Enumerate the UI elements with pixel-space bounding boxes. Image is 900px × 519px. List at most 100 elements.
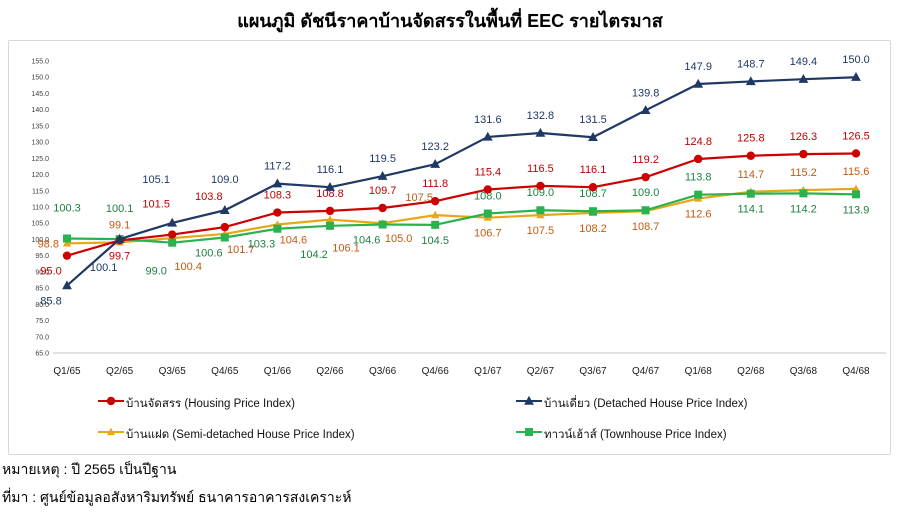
data-label-detached: 116.1	[317, 164, 344, 176]
x-axis-tick-label: Q1/67	[474, 366, 502, 377]
data-label-semi_detached: 108.2	[579, 223, 607, 235]
data-label-townhouse: 104.5	[421, 235, 449, 247]
data-label-detached: 149.4	[790, 56, 818, 68]
chart-container: 155.0 150.0 145.0 140.0 135.0 130.0 125.0 120.0…	[8, 40, 891, 455]
y-axis-tick-label: 145.0	[31, 91, 49, 98]
x-axis-tick-label: Q3/68	[790, 366, 818, 377]
semi-detached-series-marker-icon	[98, 427, 124, 441]
y-axis-tick-label: 135.0	[31, 123, 49, 130]
y-axis-tick-label: 65.0	[35, 351, 49, 358]
data-label-townhouse: 108.7	[579, 188, 607, 200]
marker-housing	[378, 203, 387, 213]
footnote-source: ที่มา : ศูนย์ข้อมูลอสังหาริมทรัพย์ ธนาคา…	[2, 489, 352, 505]
x-axis-tick-label: Q2/68	[737, 366, 765, 377]
line-semi_detached	[65, 187, 858, 245]
marker-townhouse	[746, 189, 755, 198]
data-label-semi_detached: 115.2	[790, 167, 817, 179]
legend-item-detached: บ้านเดี่ยว (Detached House Price Index)	[516, 395, 747, 413]
x-axis-tick-label: Q3/66	[369, 366, 397, 377]
marker-housing	[325, 206, 335, 216]
data-label-detached: 117.2	[264, 161, 291, 173]
marker-detached	[167, 217, 178, 227]
marker-detached	[62, 280, 72, 290]
data-label-detached: 109.0	[211, 174, 239, 186]
marker-townhouse	[799, 189, 808, 198]
data-label-housing: 111.8	[422, 178, 448, 190]
data-label-housing: 116.5	[527, 163, 554, 175]
data-label-townhouse: 99.0	[145, 266, 166, 278]
y-axis-tick-label: 85.0	[35, 286, 49, 293]
marker-detached	[325, 182, 335, 191]
marker-townhouse	[694, 190, 703, 199]
marker-townhouse	[220, 233, 229, 242]
chart-title: แผนภูมิ ดัชนีราคาบ้านจัดสรรในพื้นที่ EEC…	[237, 11, 663, 31]
data-label-detached: 105.1	[142, 174, 170, 186]
marker-detached	[482, 131, 493, 141]
marker-townhouse	[378, 220, 387, 229]
y-axis-tick-label: 155.0	[31, 59, 49, 66]
marker-detached	[588, 132, 598, 141]
data-label-detached: 132.8	[527, 110, 555, 122]
y-axis-tick-label: 80.0	[35, 302, 49, 309]
data-label-semi_detached: 100.4	[174, 261, 202, 273]
x-axis-tick-label: Q4/68	[842, 366, 870, 377]
line-detached	[65, 76, 858, 287]
data-label-townhouse: 104.6	[353, 235, 381, 247]
data-label-townhouse: 100.1	[106, 203, 134, 215]
data-label-detached: 119.5	[369, 153, 396, 165]
data-label-townhouse: 108.0	[474, 190, 502, 202]
y-axis-tick-label: 140.0	[31, 107, 49, 114]
marker-townhouse	[536, 206, 545, 215]
x-axis-tick-label: Q4/66	[422, 366, 450, 377]
data-label-housing: 125.8	[737, 133, 765, 145]
x-axis-tick-label: Q2/65	[106, 366, 134, 377]
data-label-townhouse: 113.9	[843, 204, 870, 216]
data-label-townhouse: 109.0	[527, 187, 555, 199]
data-label-housing: 119.2	[632, 154, 659, 166]
marker-townhouse	[273, 224, 282, 233]
marker-housing	[694, 154, 703, 164]
data-label-semi_detached: 105.0	[385, 233, 413, 245]
data-label-semi_detached: 108.7	[632, 221, 660, 233]
y-axis-tick-label: 105.0	[31, 221, 49, 228]
marker-townhouse	[326, 221, 334, 230]
marker-housing	[168, 230, 177, 239]
x-axis-tick-label: Q1/68	[685, 366, 713, 377]
data-label-semi_detached: 99.1	[109, 219, 130, 231]
data-label-detached: 139.8	[632, 87, 660, 99]
x-axis-tick-label: Q1/66	[264, 366, 292, 377]
data-label-semi_detached: 101.7	[227, 244, 255, 256]
marker-housing	[799, 149, 808, 159]
data-label-housing: 99.7	[109, 250, 130, 262]
x-axis-tick-label: Q3/65	[159, 366, 187, 377]
data-label-detached: 123.2	[421, 141, 449, 153]
x-axis-tick-label: Q2/67	[527, 366, 555, 377]
marker-detached	[377, 170, 388, 180]
y-axis-tick-label: 90.0	[35, 269, 49, 276]
x-axis-tick-label: Q2/66	[316, 366, 344, 377]
y-axis-tick-label: 95.0	[35, 253, 49, 260]
y-axis-tick-label: 110.0	[32, 205, 49, 212]
data-label-housing: 109.7	[369, 185, 397, 197]
legend-label-housing: บ้านจัดสรร (Housing Price Index)	[126, 398, 295, 410]
y-axis-tick-label: 75.0	[35, 318, 49, 325]
data-label-semi_detached: 104.6	[280, 235, 308, 247]
data-label-townhouse: 100.3	[53, 202, 81, 214]
housing-series-marker-icon	[98, 396, 124, 410]
marker-detached	[851, 72, 861, 81]
data-label-semi_detached: 112.6	[685, 209, 712, 221]
marker-townhouse	[641, 206, 650, 215]
chart-canvas: 155.0 150.0 145.0 140.0 135.0 130.0 125.0 120.0…	[31, 54, 886, 377]
marker-detached	[272, 178, 283, 188]
data-label-housing: 124.8	[684, 136, 712, 148]
data-label-housing: 103.8	[195, 191, 223, 203]
data-label-townhouse: 114.2	[790, 203, 817, 215]
y-axis-tick-label: 120.0	[31, 172, 49, 179]
x-axis-tick-label: Q1/65	[53, 366, 81, 377]
marker-housing	[431, 196, 440, 206]
data-label-townhouse: 113.8	[685, 172, 712, 184]
data-label-housing: 126.3	[790, 131, 818, 143]
line-housing	[65, 152, 858, 257]
marker-detached	[745, 76, 756, 86]
